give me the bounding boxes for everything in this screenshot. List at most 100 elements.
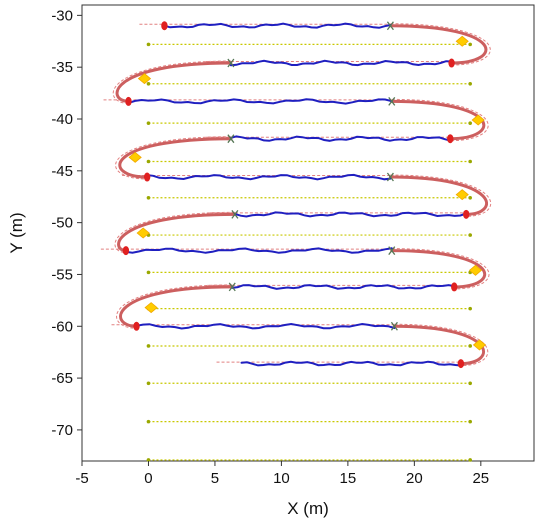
reference-turn <box>391 248 490 290</box>
red-marker <box>451 282 458 292</box>
cross-marker <box>231 209 239 219</box>
x-tick-label: 20 <box>406 470 423 487</box>
red-marker <box>457 359 465 369</box>
straight-pass <box>240 360 462 367</box>
lane-end-dot <box>468 306 472 311</box>
cross-marker <box>386 21 394 31</box>
y-tick-label: -45 <box>51 163 73 180</box>
red-marker <box>161 21 168 31</box>
reference-turn <box>390 174 492 217</box>
turn-path <box>115 61 233 103</box>
lane-end-dot <box>146 42 151 47</box>
lane-end-dot <box>468 381 472 386</box>
reference-turn <box>391 98 489 142</box>
y-tick-label: -50 <box>51 215 73 232</box>
cross-marker <box>390 321 398 331</box>
reference-turn <box>116 284 233 329</box>
lane-end-dot <box>468 233 472 237</box>
y-axis-title: Y (m) <box>7 212 26 253</box>
straight-pass <box>231 284 456 290</box>
diamond-marker <box>128 151 142 163</box>
y-tick-label: -30 <box>51 7 73 24</box>
diamond-marker <box>471 114 485 126</box>
turn-path <box>117 212 237 253</box>
diamond-marker <box>136 227 150 239</box>
lane-end-dot <box>146 419 151 424</box>
straight-paths <box>124 22 468 367</box>
lane-end-dot <box>146 121 151 125</box>
diamond-marker <box>137 73 152 85</box>
diamond-marker <box>455 35 469 47</box>
markers <box>122 21 487 369</box>
x-tick-label: 0 <box>144 470 152 487</box>
x-tick-label: 25 <box>472 470 489 487</box>
turn-path <box>119 285 234 328</box>
cross-marker <box>227 134 235 144</box>
turn-path <box>390 249 486 289</box>
straight-pass <box>163 22 392 29</box>
lane-end-dot <box>146 270 151 275</box>
x-tick-label: 15 <box>340 470 357 487</box>
cross-marker <box>388 246 396 256</box>
reference-turn <box>115 136 231 180</box>
lane-end-dot <box>146 381 151 386</box>
y-tick-label: -60 <box>51 318 73 335</box>
red-marker <box>122 246 130 256</box>
plot-area <box>81 4 535 462</box>
diamond-marker <box>472 339 487 351</box>
lane-end-dot <box>146 81 151 86</box>
lane-lines <box>146 42 472 462</box>
cross-marker <box>228 282 236 292</box>
x-tick-label: 5 <box>211 470 219 487</box>
lane-end-dot <box>468 419 472 424</box>
lane-end-dot <box>468 344 472 348</box>
reference-turn <box>114 211 235 254</box>
lane-end-dot <box>468 195 472 200</box>
lane-end-dot <box>468 121 472 125</box>
lane-end-dot <box>468 159 472 164</box>
axis-ticks: -5 0 5 10 15 20 25-30-35-40-45-50-55-60-65-70 <box>51 7 489 487</box>
reference-turn <box>112 60 231 104</box>
reference-turn <box>390 23 491 66</box>
y-tick-label: -40 <box>51 111 73 128</box>
x-tick-label: -5 <box>75 470 88 487</box>
red-marker <box>463 209 470 219</box>
red-marker <box>447 134 454 144</box>
diamond-marker <box>468 264 483 276</box>
lane-end-dot <box>146 159 151 164</box>
turn-path <box>118 137 233 179</box>
lane-end-dot <box>468 42 472 47</box>
straight-pass <box>229 135 452 142</box>
diamond-marker <box>455 189 469 201</box>
diamond-marker <box>144 302 158 314</box>
y-tick-label: -55 <box>51 266 73 283</box>
lane-end-dot <box>146 195 151 200</box>
straight-pass <box>146 173 392 181</box>
straight-pass <box>127 98 393 105</box>
straight-pass <box>229 59 453 67</box>
cross-marker <box>388 96 396 106</box>
lane-end-dot <box>468 81 472 86</box>
straight-pass <box>233 211 468 218</box>
lane-end-dot <box>146 458 151 462</box>
cross-marker <box>227 58 235 68</box>
red-marker <box>133 321 140 331</box>
y-tick-label: -65 <box>51 370 73 387</box>
straight-pass <box>135 322 396 330</box>
lane-end-dot <box>146 344 151 348</box>
reference-turn <box>394 323 489 367</box>
straight-pass <box>124 247 393 254</box>
red-marker <box>143 172 151 182</box>
turn-paths <box>115 24 489 366</box>
y-tick-label: -35 <box>51 59 73 76</box>
x-axis-title: X (m) <box>287 499 329 518</box>
turn-path <box>388 24 488 65</box>
red-marker <box>125 96 132 106</box>
turn-path <box>388 175 489 216</box>
lane-end-dot <box>468 458 472 462</box>
red-marker <box>448 58 455 68</box>
x-tick-label: 10 <box>273 470 290 487</box>
y-tick-label: -70 <box>51 422 73 439</box>
